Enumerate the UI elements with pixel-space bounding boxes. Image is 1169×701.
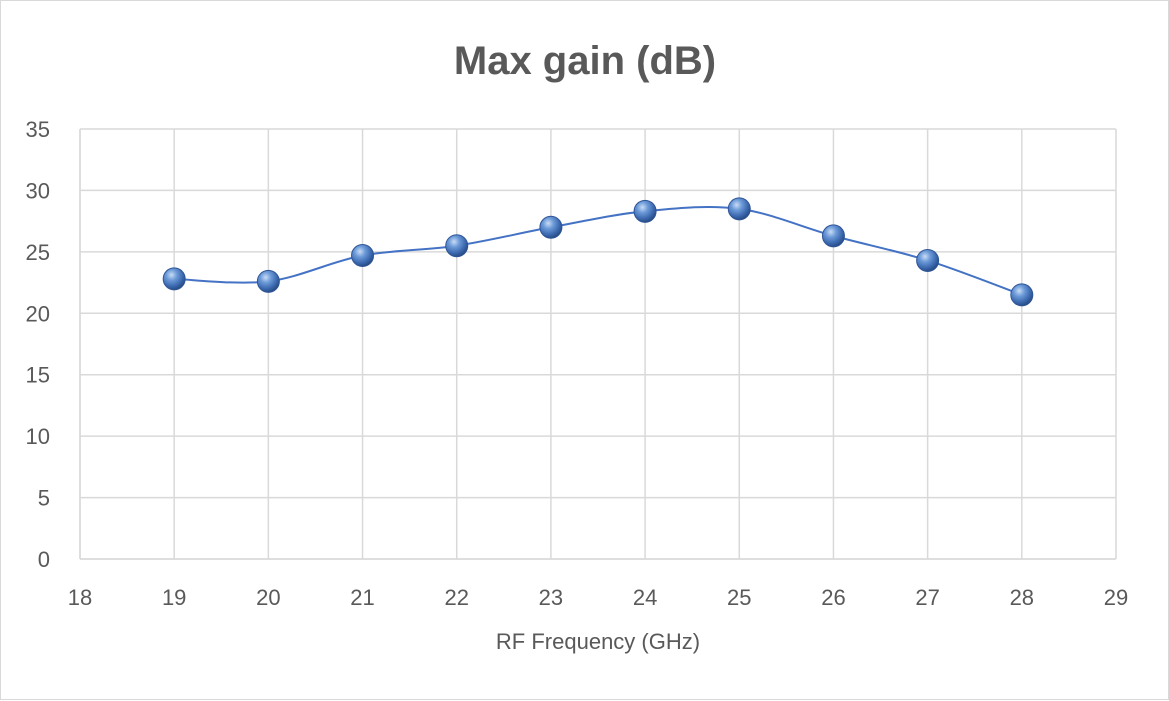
x-tick-label: 28 [1010,585,1034,610]
x-tick-label: 29 [1104,585,1128,610]
data-point [821,224,845,248]
x-tick-label: 25 [727,585,751,610]
x-tick-label: 18 [68,585,92,610]
data-point [727,197,751,221]
y-tick-label: 20 [26,301,50,326]
series-markers [162,197,1034,307]
data-point [351,244,375,268]
y-tick-label: 35 [26,117,50,142]
data-point [162,267,186,291]
data-point [633,199,657,223]
x-tick-label: 22 [444,585,468,610]
y-tick-label: 30 [26,178,50,203]
y-tick-label: 0 [38,547,50,572]
x-tick-label: 26 [821,585,845,610]
data-point [256,269,280,293]
x-axis-label: RF Frequency (GHz) [496,629,700,654]
x-tick-label: 19 [162,585,186,610]
x-tick-label: 24 [633,585,657,610]
y-tick-label: 10 [26,424,50,449]
y-tick-label: 5 [38,486,50,511]
gridlines [79,128,1117,560]
y-tick-label: 15 [26,363,50,388]
x-tick-label: 21 [350,585,374,610]
x-tick-label: 23 [539,585,563,610]
x-tick-label: 27 [915,585,939,610]
axes: 0 5 10 15 20 25 30 35 18 19 20 21 22 23 24 25 26 27 28 29 [26,117,1129,610]
data-point [916,248,940,272]
data-point [1010,283,1034,307]
data-point [539,215,563,239]
x-tick-label: 20 [256,585,280,610]
y-tick-label: 25 [26,240,50,265]
data-point [445,234,469,258]
chart-title: Max gain (dB) [454,39,716,83]
series-lines [174,206,1023,296]
series-line [174,206,1023,296]
